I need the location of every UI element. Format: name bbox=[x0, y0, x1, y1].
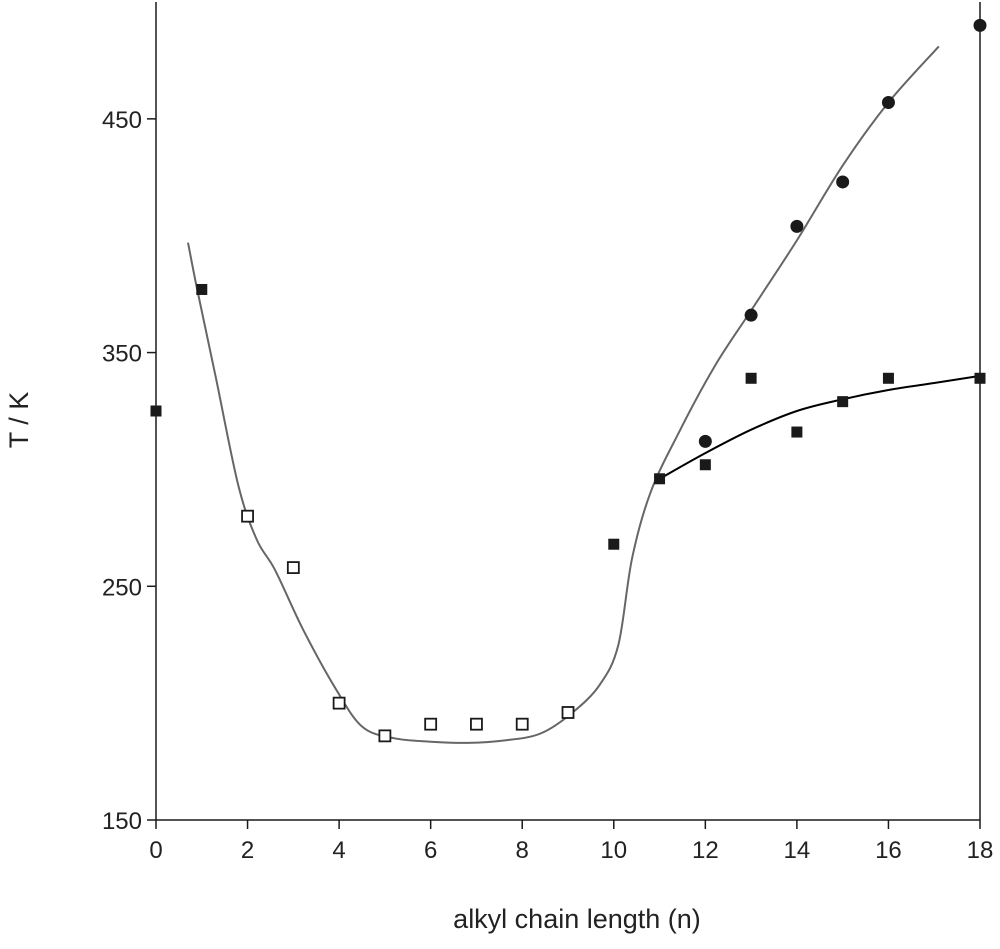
y-tick-label: 350 bbox=[102, 341, 142, 368]
point-filled-square bbox=[882, 372, 894, 384]
x-tick-label: 0 bbox=[149, 837, 162, 864]
data-points bbox=[150, 18, 987, 743]
point-filled-square bbox=[196, 283, 208, 295]
x-tick-label: 2 bbox=[241, 837, 254, 864]
fit-curve-1 bbox=[187, 45, 940, 744]
x-tick-label: 14 bbox=[784, 837, 811, 864]
point-filled-circle bbox=[836, 175, 850, 189]
point-open-square bbox=[424, 717, 438, 731]
point-filled-square bbox=[974, 372, 986, 384]
x-tick-label: 12 bbox=[692, 837, 719, 864]
y-tick-label: 450 bbox=[102, 107, 142, 134]
point-filled-square bbox=[654, 473, 666, 485]
x-tick-label: 4 bbox=[332, 837, 345, 864]
x-tick-label: 16 bbox=[875, 837, 902, 864]
x-axis-label: alkyl chain length (n) bbox=[453, 904, 701, 934]
x-tick-label: 6 bbox=[424, 837, 437, 864]
y-tick-label: 150 bbox=[102, 808, 142, 835]
point-filled-circle bbox=[698, 434, 712, 448]
point-filled-square bbox=[837, 396, 849, 408]
point-open-square bbox=[515, 717, 529, 731]
point-filled-square bbox=[699, 459, 711, 471]
point-open-square bbox=[561, 706, 575, 719]
point-open-square bbox=[470, 717, 483, 731]
point-filled-circle bbox=[973, 18, 987, 32]
y-tick-label: 250 bbox=[102, 574, 142, 601]
point-open-square bbox=[332, 696, 346, 710]
point-filled-circle bbox=[881, 95, 895, 109]
x-tick-label: 8 bbox=[516, 837, 529, 864]
point-filled-square bbox=[150, 405, 162, 417]
point-filled-circle bbox=[744, 308, 758, 322]
fit-curve-2 bbox=[659, 374, 981, 480]
x-tick-label: 18 bbox=[967, 837, 994, 864]
fit-curves bbox=[187, 45, 981, 744]
point-open-square bbox=[378, 729, 392, 743]
axes: 0 2 4 6 8 10 12 14 16 18 150 250 350 450 bbox=[102, 2, 993, 864]
point-open-square bbox=[241, 509, 254, 523]
point-filled-square bbox=[608, 538, 620, 550]
x-tick-label: 10 bbox=[600, 837, 627, 864]
y-axis-label: T / K bbox=[4, 392, 34, 449]
point-filled-square bbox=[791, 426, 803, 438]
point-open-square bbox=[286, 561, 300, 574]
point-filled-circle bbox=[790, 219, 804, 233]
point-filled-square bbox=[745, 372, 757, 384]
